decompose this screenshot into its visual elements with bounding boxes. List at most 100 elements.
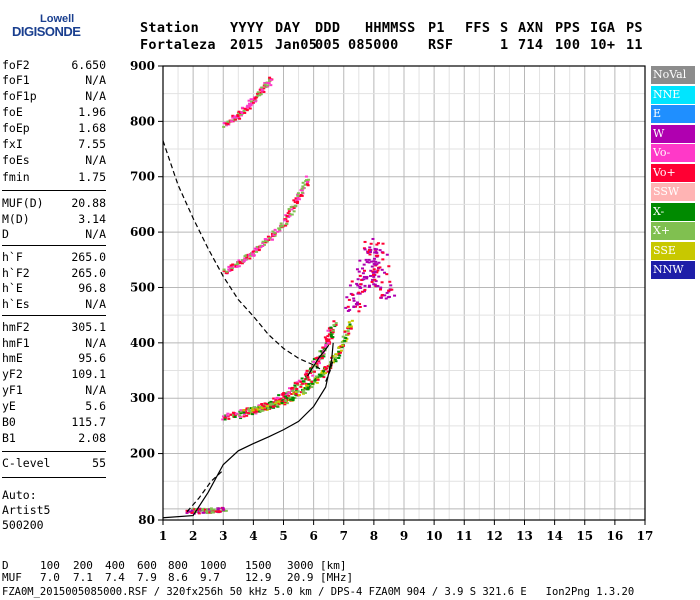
param-name: h`F2 — [2, 266, 30, 280]
param-row: foF1p N/A — [2, 89, 106, 104]
echo-dot — [272, 397, 276, 400]
param-row: hmE 95.6 — [2, 351, 106, 366]
echo-dot — [306, 184, 310, 187]
echo-dot — [369, 269, 373, 272]
echo-dot — [345, 296, 349, 299]
echo-dot — [376, 242, 380, 245]
header-cell: PS — [626, 20, 643, 36]
echo-dot — [229, 264, 233, 267]
header-cell: DAY — [275, 20, 301, 36]
echo-dot — [324, 372, 328, 375]
echo-dot — [358, 292, 362, 295]
echo-dot — [271, 405, 275, 408]
footer-value: 3000 — [287, 559, 314, 572]
axis-ticks: 1 2 3 4 5 6 7 8 9 10 11 12 13 14 15 16 17802003004005006… — [130, 59, 653, 543]
profile-line — [186, 469, 224, 513]
header-cell: Jan05 — [275, 37, 318, 53]
echo-dot — [361, 267, 365, 270]
echo-dot — [239, 409, 243, 412]
echo-dot — [358, 302, 362, 305]
echo-dot — [257, 248, 261, 251]
echo-dot — [240, 262, 244, 265]
echo-dot — [385, 273, 389, 276]
echo-dot — [308, 385, 312, 388]
echo-dot — [347, 321, 351, 324]
echo-dot — [275, 404, 279, 407]
echo-dot — [294, 392, 298, 395]
echo-dot — [198, 509, 202, 512]
echo-dot — [250, 102, 254, 105]
echo-dot — [374, 280, 378, 283]
x-tick-label: 14 — [546, 529, 563, 543]
echo-dot — [283, 219, 287, 222]
echo-dot — [201, 509, 205, 512]
separator — [2, 477, 106, 478]
echo-dot — [234, 412, 238, 415]
param-value: 2.08 — [78, 431, 106, 445]
echo-dot — [240, 106, 244, 109]
echo-dot — [279, 222, 283, 225]
echo-dot — [343, 339, 347, 342]
footer-value: 400 — [105, 559, 125, 572]
echo-dot — [284, 395, 288, 398]
param-row: fxI 7.55 — [2, 137, 106, 152]
echo-dot — [378, 249, 382, 252]
echo-dot — [294, 205, 298, 208]
echo-dot — [268, 237, 272, 240]
echo-dot — [371, 237, 375, 240]
echo-dot — [300, 189, 304, 192]
echo-dot — [380, 268, 384, 271]
echo-dot — [233, 263, 237, 266]
y-tick-label: 200 — [130, 447, 155, 461]
echo-dot — [363, 240, 367, 243]
echo-dot — [253, 100, 257, 103]
echo-dot — [322, 376, 326, 379]
echo-dot — [369, 274, 373, 277]
echo-dot — [222, 268, 226, 271]
param-row: fmin 1.75 — [2, 170, 106, 185]
echo-dot — [326, 329, 330, 332]
echo-dot — [288, 214, 292, 217]
echo-dot — [320, 374, 324, 377]
echo-dot — [318, 373, 322, 376]
param-row: yF2 109.1 — [2, 367, 106, 382]
param-row: B0 115.7 — [2, 415, 106, 430]
echo-dot — [340, 341, 344, 344]
echo-dot — [331, 331, 335, 334]
echo-dot — [248, 102, 252, 105]
echo-dot — [270, 238, 274, 241]
echo-dot — [329, 335, 333, 338]
echo-dot — [225, 270, 229, 273]
echo-dot — [312, 370, 316, 373]
footer-info: FZA0M_2015005085000.RSF / 320fx256h 50 k… — [2, 586, 635, 598]
echo-dot — [240, 111, 244, 114]
echo-dot — [285, 215, 289, 218]
echo-dot — [300, 191, 304, 194]
param-row: C-level 55 — [2, 456, 106, 471]
echo-dot — [287, 394, 291, 397]
echo-dot — [361, 290, 365, 293]
echo-dot — [363, 288, 367, 291]
footer-value: 12.9 — [245, 571, 272, 584]
echo-dot — [305, 369, 309, 372]
echo-dot — [248, 257, 252, 260]
echo-dot — [292, 210, 296, 213]
echo-dot — [223, 418, 227, 421]
header-cell: P1 — [428, 20, 445, 36]
x-tick-label: 10 — [426, 529, 443, 543]
echo-dot — [363, 284, 367, 287]
param-value: 1.96 — [78, 105, 106, 119]
echo-dot — [291, 399, 295, 402]
echo-dot — [269, 78, 273, 81]
echo-dot — [248, 410, 252, 413]
echo-dot — [283, 218, 287, 221]
echo-dot — [301, 380, 305, 383]
echo-dot — [354, 305, 358, 308]
echo-dot — [211, 511, 215, 514]
echo-dot — [209, 508, 213, 511]
legend-item: SSW — [651, 183, 695, 201]
echo-dot — [326, 335, 330, 338]
echo-dot — [340, 344, 344, 347]
echo-dot — [266, 235, 270, 238]
echo-dot — [305, 180, 309, 183]
